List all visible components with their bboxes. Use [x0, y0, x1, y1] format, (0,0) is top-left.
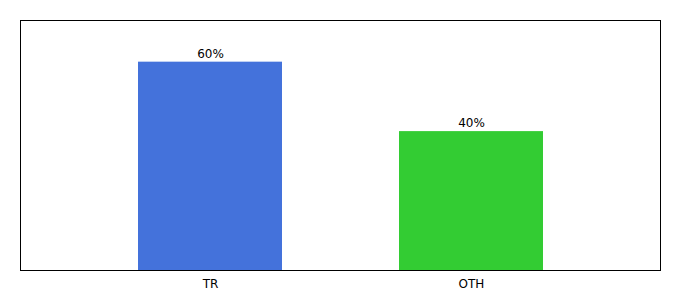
svg-text:OTH: OTH: [459, 277, 485, 291]
svg-text:60%: 60%: [197, 47, 224, 61]
svg-text:40%: 40%: [458, 116, 485, 130]
svg-text:TR: TR: [202, 277, 219, 291]
